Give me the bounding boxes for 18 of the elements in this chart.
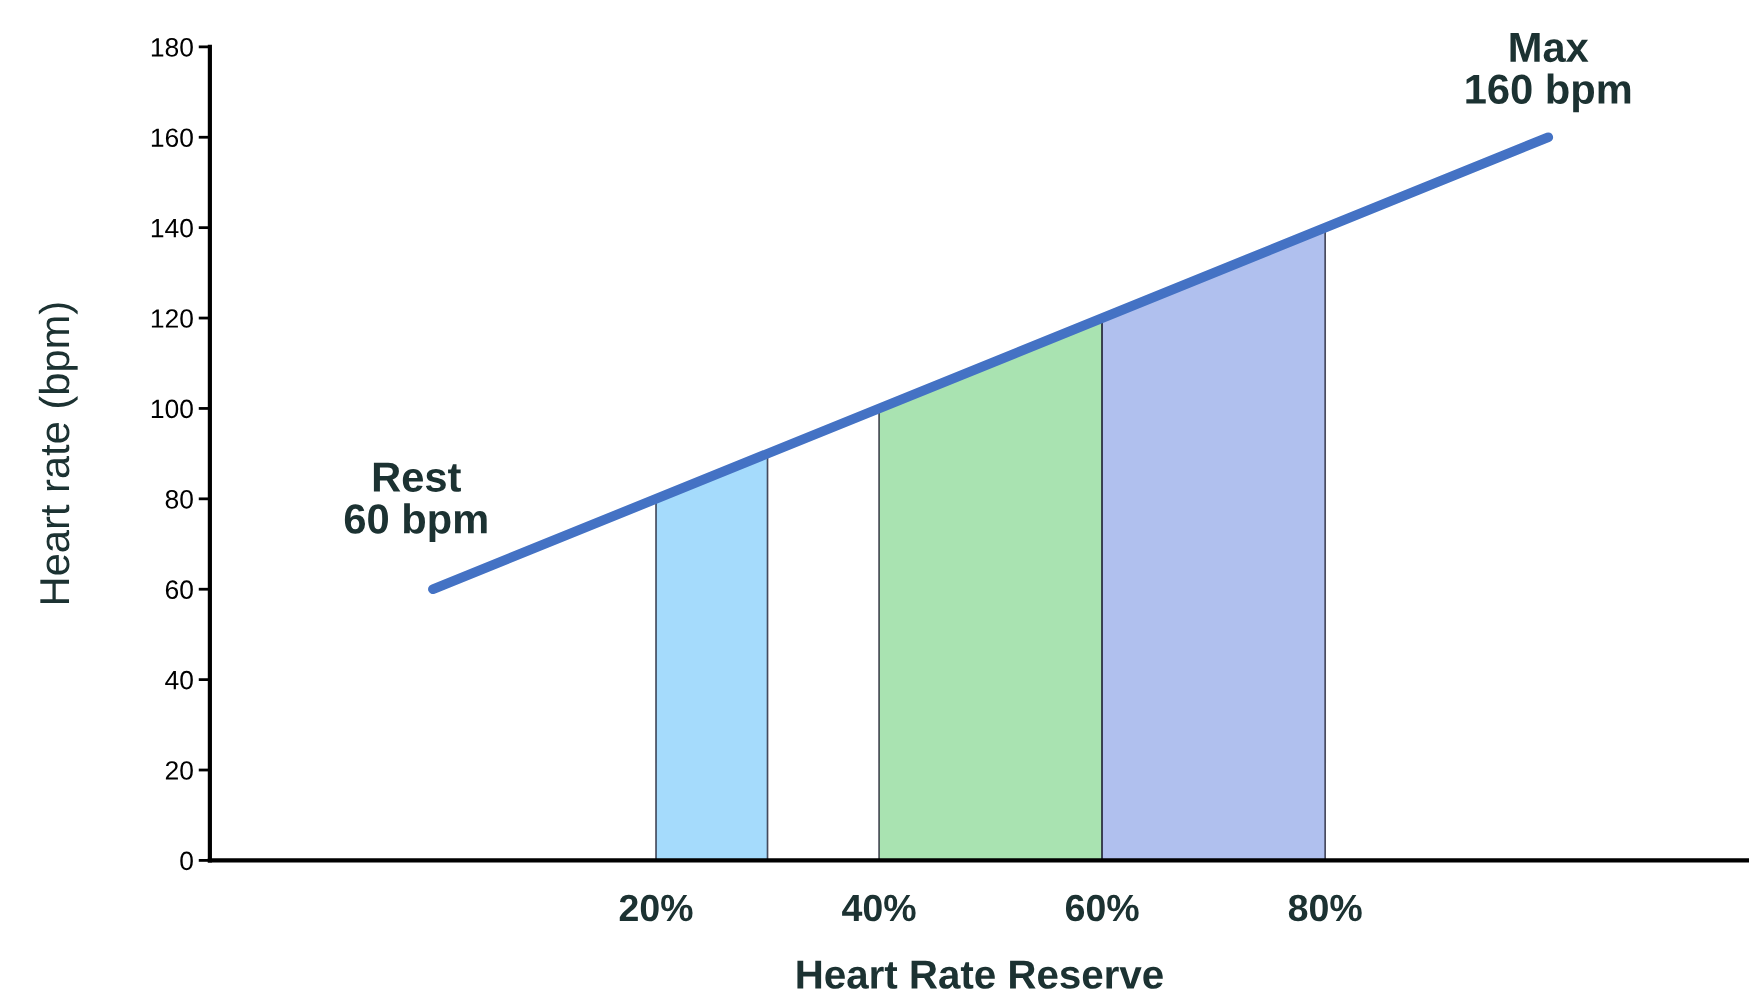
y-tick-label: 120 xyxy=(151,309,193,328)
x-tick-label: 20% xyxy=(619,894,693,922)
y-tick-label: 0 xyxy=(180,851,193,871)
x-tick-label: 60% xyxy=(1065,894,1139,922)
x-tick-label: 40% xyxy=(842,894,916,922)
x-tick-label: 80% xyxy=(1288,894,1362,922)
y-tick-label: 180 xyxy=(151,37,193,57)
y-tick-label: 20 xyxy=(165,761,193,780)
y-tick-label: 40 xyxy=(165,670,193,690)
x-axis-title: Heart Rate Reserve xyxy=(797,960,1163,989)
y-tick-label: 160 xyxy=(151,128,193,148)
y-tick-label: 80 xyxy=(165,489,193,509)
y-tick-label: 100 xyxy=(151,399,193,419)
y-axis-title: Heart rate (bpm) xyxy=(38,303,78,604)
y-tick-label: 140 xyxy=(151,218,193,238)
y-tick-label: 60 xyxy=(165,580,193,600)
annotation: Max 160 bpm xyxy=(1466,33,1631,113)
annotation: Rest 60 bpm xyxy=(344,462,487,542)
